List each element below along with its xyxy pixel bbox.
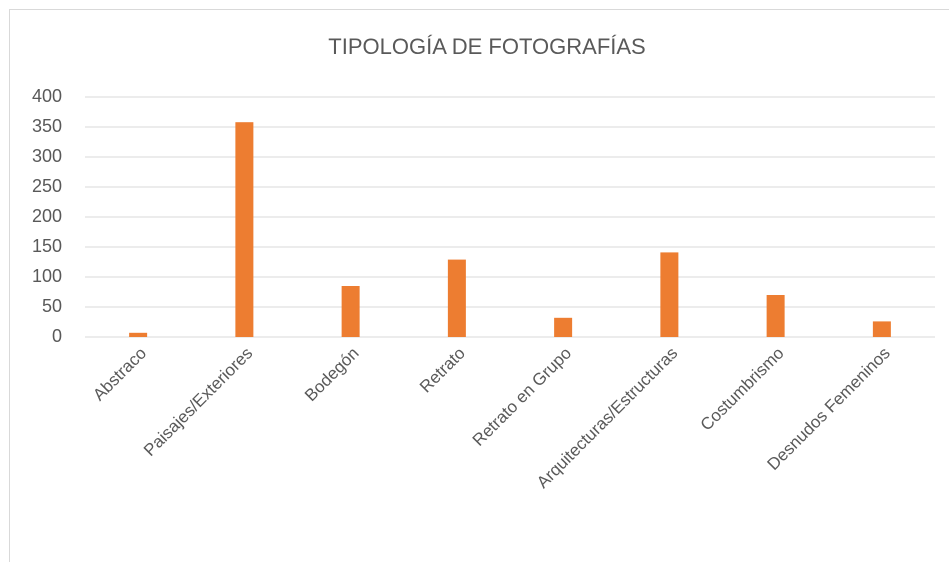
y-tick-label: 400: [32, 86, 62, 106]
y-tick-label: 250: [32, 176, 62, 196]
bar: [129, 332, 148, 337]
bar: [660, 252, 679, 337]
bar: [872, 321, 891, 337]
y-tick-label: 100: [32, 266, 62, 286]
bar: [447, 259, 466, 337]
y-tick-label: 300: [32, 146, 62, 166]
y-tick-label: 50: [42, 296, 62, 316]
y-tick-label: 200: [32, 206, 62, 226]
bar: [554, 317, 573, 337]
chart-title: TIPOLOGÍA DE FOTOGRAFÍAS: [328, 34, 645, 59]
bar: [341, 286, 360, 337]
y-tick-label: 350: [32, 116, 62, 136]
chart-border: [9, 9, 949, 562]
y-tick-label: 150: [32, 236, 62, 256]
bar: [235, 122, 254, 337]
y-tick-label: 0: [52, 326, 62, 346]
bar: [766, 295, 785, 337]
